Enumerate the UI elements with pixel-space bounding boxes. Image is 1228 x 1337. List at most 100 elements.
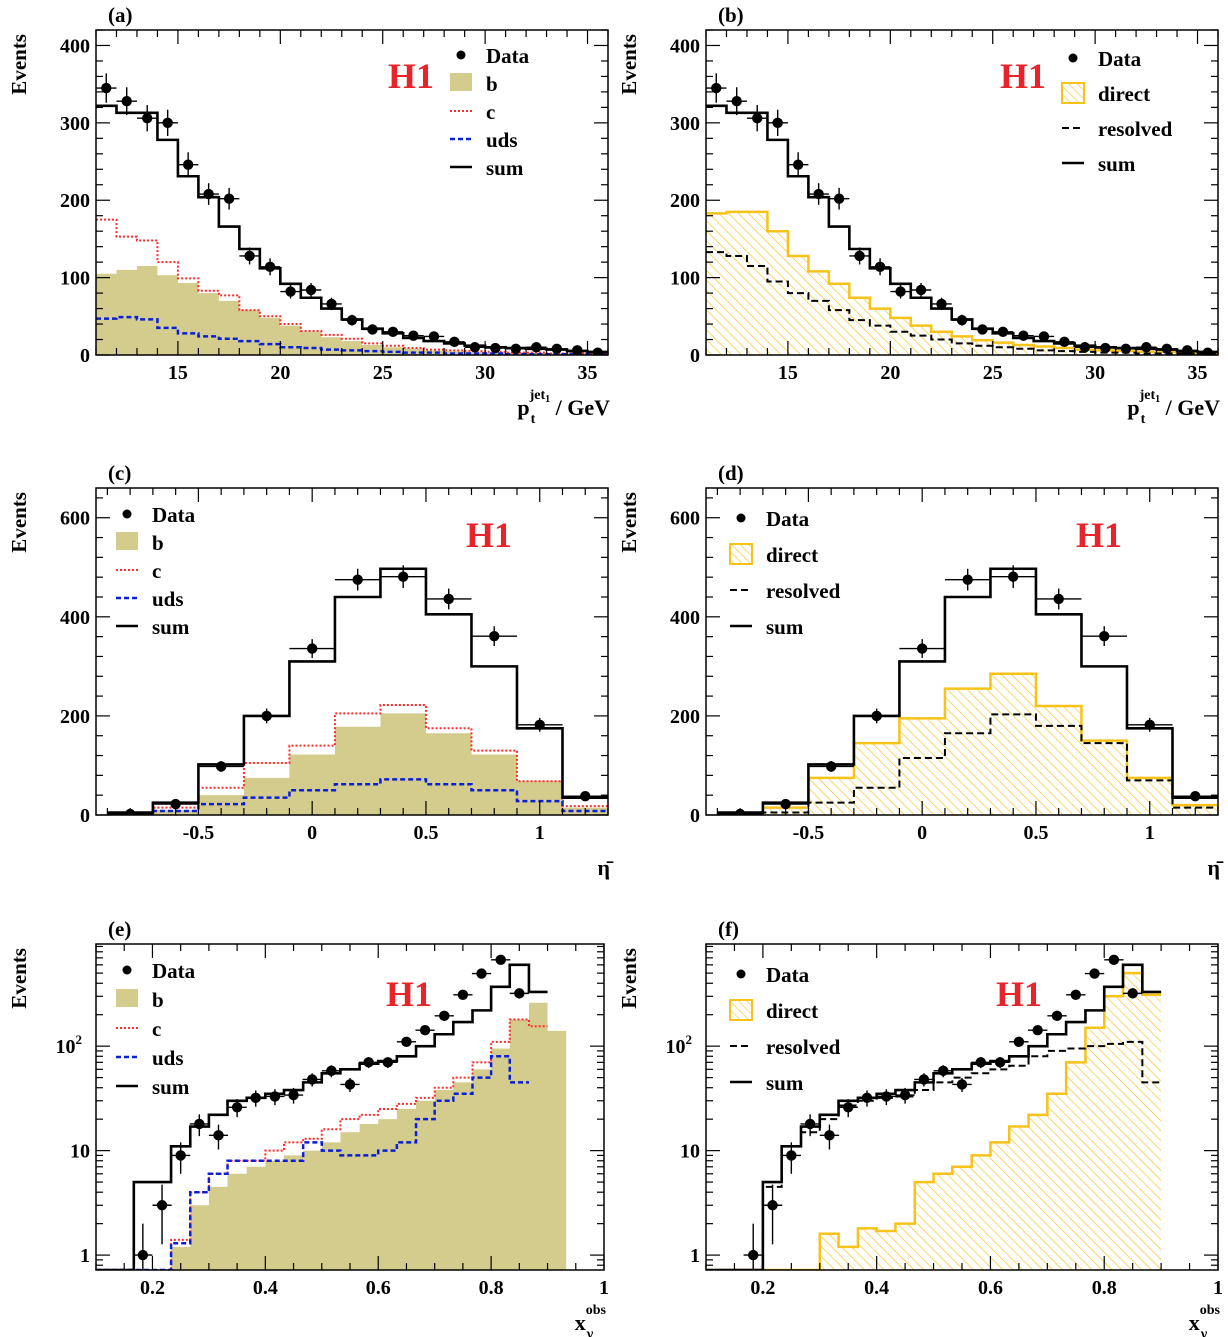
data-point xyxy=(396,1036,417,1048)
legend-entry-resolved: resolved xyxy=(730,579,841,603)
data-point xyxy=(1033,331,1055,342)
y-axis-label: Events xyxy=(7,34,31,95)
y-tick-label: 0 xyxy=(690,345,700,367)
x-axis-label: pjet1 / GeV xyxy=(517,388,610,420)
x-axis-label-sub: γ xyxy=(1200,1327,1208,1337)
data-point xyxy=(471,626,517,647)
data-point xyxy=(340,1078,360,1092)
data-point xyxy=(334,568,381,591)
hist-b-fill xyxy=(107,713,608,815)
data-point xyxy=(781,1142,802,1174)
h1-label: H1 xyxy=(388,56,434,96)
x-tick-label: 0.4 xyxy=(253,1277,278,1299)
y-tick-label: 600 xyxy=(670,508,700,530)
y-axis-label: Events xyxy=(7,948,31,1009)
x-tick-label: 0.2 xyxy=(750,1277,775,1299)
data-point xyxy=(933,1065,953,1078)
data-point xyxy=(116,87,137,116)
legend-entry-Data: Data xyxy=(1068,47,1142,71)
data-point xyxy=(869,258,891,276)
legend-entry-uds: uds xyxy=(116,1046,184,1070)
data-point xyxy=(136,105,158,132)
panel-d: 0 200 400 600 -0.5 0 0.5 1 Events η̄ (d) H1 Data dire… xyxy=(617,461,1224,880)
data-point xyxy=(189,1114,209,1137)
data-point xyxy=(952,1078,972,1092)
data-point xyxy=(243,708,290,724)
data-point xyxy=(1156,343,1178,355)
data-point xyxy=(910,283,932,297)
data-point xyxy=(444,336,465,348)
legend-entry-Data: Data xyxy=(122,503,196,527)
data-point xyxy=(177,152,199,178)
legend-entry-resolved: resolved xyxy=(1062,117,1173,141)
y-tick-label: 600 xyxy=(60,508,90,530)
panel-c: 0 200 400 600 -0.5 0 0.5 1 Events η̄ (c) H1 Data bc ud… xyxy=(7,461,614,880)
data-point xyxy=(1177,345,1198,355)
legend-label: sum xyxy=(1098,152,1136,176)
data-point xyxy=(1047,1010,1067,1022)
hist-c xyxy=(96,1018,548,1270)
h1-label: H1 xyxy=(466,515,512,555)
legend-label: sum xyxy=(486,156,524,180)
data-point xyxy=(767,109,788,137)
data-point xyxy=(283,1087,304,1104)
data-point xyxy=(890,284,911,299)
data-point xyxy=(380,565,426,589)
hist-b-fill xyxy=(96,1002,567,1270)
h1-label: H1 xyxy=(1076,515,1122,555)
data-point xyxy=(828,187,850,210)
data-point xyxy=(464,342,486,353)
legend-entry-Data: Data xyxy=(122,959,196,983)
data-point xyxy=(819,1124,840,1150)
data-point xyxy=(587,347,608,355)
x-tick-label: 20 xyxy=(880,362,900,384)
legend-entry-direct: direct xyxy=(729,999,818,1023)
data-point xyxy=(800,1114,820,1137)
x-tick-label: 0 xyxy=(917,822,927,844)
data-point xyxy=(302,1073,322,1087)
legend-label: b xyxy=(152,988,164,1012)
y-tick-label: 0 xyxy=(80,345,90,367)
hist-sum xyxy=(717,567,1218,814)
x-tick-label: 0 xyxy=(307,822,317,844)
x-axis-label: η̄ xyxy=(598,855,614,880)
legend-label: direct xyxy=(766,999,818,1023)
data-point xyxy=(362,324,383,335)
data-point xyxy=(746,105,768,132)
data-point xyxy=(265,1089,285,1106)
legend-label: uds xyxy=(486,128,518,152)
data-point xyxy=(227,1099,247,1118)
y-tick-label: 400 xyxy=(60,607,90,629)
plot-frame xyxy=(95,487,609,816)
legend-label: c xyxy=(152,559,161,583)
data-point xyxy=(1074,342,1096,353)
x-tick-label: 1 xyxy=(1145,822,1155,844)
data-point xyxy=(990,1057,1010,1069)
hist-direct-fill xyxy=(717,673,1218,815)
data-point xyxy=(951,314,973,326)
plot-frame xyxy=(705,29,1219,356)
x-tick-label: 20 xyxy=(270,362,290,384)
legend-entry-sum: sum xyxy=(730,1071,804,1095)
data-point xyxy=(157,109,178,137)
data-point xyxy=(516,717,563,732)
panel-b: 0 100 200 300 400 15 20 25 30 35 Events pjet1 / GeV… xyxy=(617,3,1220,427)
data-point xyxy=(1136,342,1157,353)
data-point xyxy=(152,798,199,810)
data-point xyxy=(1027,1025,1048,1036)
y-tick-label: 100 xyxy=(60,268,90,290)
data-point xyxy=(218,187,240,210)
data-point xyxy=(198,760,244,772)
legend: Data bc uds sum xyxy=(450,44,530,180)
plot-frame xyxy=(95,29,609,356)
x-tick-label: -0.5 xyxy=(183,822,215,844)
x-tick-label: 25 xyxy=(983,362,1003,384)
x-tick-label: 0.6 xyxy=(978,1277,1003,1299)
data-point xyxy=(706,73,727,103)
legend-entry-resolved: resolved xyxy=(730,1035,841,1059)
data-point xyxy=(208,1124,229,1150)
y-tick-label: 300 xyxy=(670,113,700,135)
x-tick-label: 0.5 xyxy=(413,822,438,844)
